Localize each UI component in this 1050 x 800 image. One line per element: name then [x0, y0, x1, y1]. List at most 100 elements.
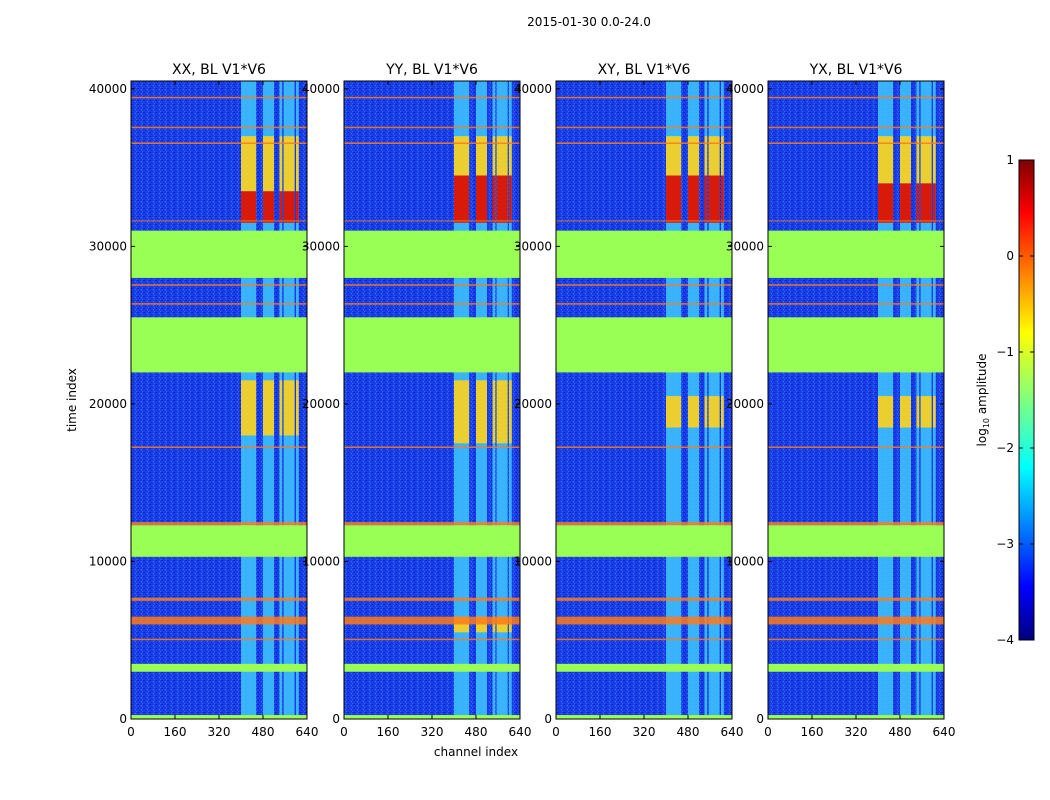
x-tick-label: 320 [845, 725, 868, 739]
hot-row [344, 142, 520, 145]
x-tick-label: 160 [377, 725, 400, 739]
y-tick-label: 10000 [302, 554, 340, 568]
hot-row [768, 638, 944, 641]
rfi-medium-cell [878, 396, 894, 428]
colorbar-label: log10 amplitude [975, 354, 991, 447]
hot-row [768, 126, 944, 129]
x-tick-label: 480 [889, 725, 912, 739]
y-tick-label: 40000 [726, 82, 764, 96]
rfi-medium-cell [492, 380, 496, 444]
colorbar-gradient [1018, 159, 1035, 641]
rfi-strong-cell [900, 183, 911, 223]
rfi-strong-cell [476, 175, 487, 223]
rfi-strong-cell [241, 191, 257, 223]
rfi-medium-cell [878, 136, 894, 184]
flagged-block [556, 230, 732, 278]
rfi-strong-cell [509, 175, 512, 223]
x-axis-label: channel index [434, 745, 518, 759]
rfi-strong-cell [283, 191, 295, 223]
flagged-block [768, 663, 944, 672]
hot-row [344, 96, 520, 99]
y-tick-label: 10000 [89, 554, 127, 568]
hot-row [344, 220, 520, 222]
panel-heatmap [556, 81, 732, 719]
rfi-medium-cell [666, 136, 682, 176]
hot-row [556, 142, 732, 145]
colorbar-tick-label: 1 [1006, 153, 1014, 167]
hot-row [556, 284, 732, 286]
hot-row [131, 522, 307, 526]
background-noise [556, 81, 732, 719]
figure-suptitle: 2015-01-30 0.0-24.0 [527, 15, 651, 29]
hot-row [556, 446, 732, 449]
hot-row [768, 597, 944, 601]
rfi-medium-cell [496, 380, 508, 444]
x-tick-label: 640 [933, 725, 956, 739]
rfi-strong-cell [721, 175, 724, 223]
colorbar: log10 amplitude 1 0 −1 −2 −3 −4 [975, 153, 1035, 647]
flagged-block [131, 230, 307, 278]
x-tick-label: 0 [552, 725, 560, 739]
y-tick-label: 30000 [302, 239, 340, 253]
rfi-medium-cell [496, 136, 508, 176]
rfi-medium-cell [241, 380, 257, 436]
y-tick-label: 40000 [514, 82, 552, 96]
rfi-strong-cell [279, 191, 283, 223]
rfi-medium-cell [916, 396, 920, 428]
hot-row [131, 616, 307, 625]
colorbar-tick-label: −1 [996, 345, 1014, 359]
x-tick-label: 640 [721, 725, 744, 739]
hot-row [556, 616, 732, 625]
panel-title: YY, BL V1*V6 [385, 62, 478, 78]
hot-row [131, 597, 307, 601]
x-tick-label: 480 [465, 725, 488, 739]
y-tick-label: 20000 [302, 397, 340, 411]
y-tick-label: 0 [332, 712, 340, 726]
rfi-medium-cell [708, 136, 720, 176]
rfi-medium-cell [509, 136, 512, 176]
flagged-block [556, 317, 732, 373]
rfi-medium-cell [283, 136, 295, 192]
rfi-medium-cell [900, 396, 911, 428]
hot-row [344, 616, 520, 625]
panel-2: YY, BL V1*V6 0 160 320 480 640 0 10000 20000 3000… [302, 62, 532, 739]
rfi-strong-cell [916, 183, 920, 223]
rfi-medium-cell [916, 136, 920, 184]
hot-row [344, 303, 520, 305]
rfi-strong-cell [296, 191, 299, 223]
rfi-medium-cell [933, 136, 936, 184]
colorbar-tick-label: −2 [996, 441, 1014, 455]
flagged-block [344, 525, 520, 557]
x-tick-label: 480 [252, 725, 275, 739]
y-tick-label: 30000 [89, 239, 127, 253]
x-tick-label: 640 [509, 725, 532, 739]
rfi-medium-cell [454, 136, 470, 176]
hot-row [768, 522, 944, 526]
hot-row [344, 446, 520, 449]
y-tick-label: 20000 [514, 397, 552, 411]
flagged-block [344, 663, 520, 672]
rfi-strong-cell [263, 191, 274, 223]
hot-row [556, 638, 732, 641]
rfi-medium-cell [721, 136, 724, 176]
panel-heatmap [768, 81, 944, 719]
hot-row [768, 303, 944, 305]
rfi-medium-cell [296, 380, 299, 436]
x-tick-label: 160 [164, 725, 187, 739]
rfi-medium-cell [704, 136, 708, 176]
rfi-medium-cell [492, 136, 496, 176]
colorbar-tick-label: −3 [996, 537, 1014, 551]
hot-row [344, 284, 520, 286]
flagged-block [131, 317, 307, 373]
flagged-block [768, 317, 944, 373]
x-tick-label: 480 [677, 725, 700, 739]
rfi-medium-cell [296, 136, 299, 192]
x-tick-label: 0 [340, 725, 348, 739]
rfi-medium-cell [920, 396, 932, 428]
y-tick-label: 30000 [514, 239, 552, 253]
rfi-medium-cell [933, 396, 936, 428]
rfi-strong-cell [454, 175, 470, 223]
rfi-medium-cell [666, 396, 682, 428]
hot-row [344, 638, 520, 641]
